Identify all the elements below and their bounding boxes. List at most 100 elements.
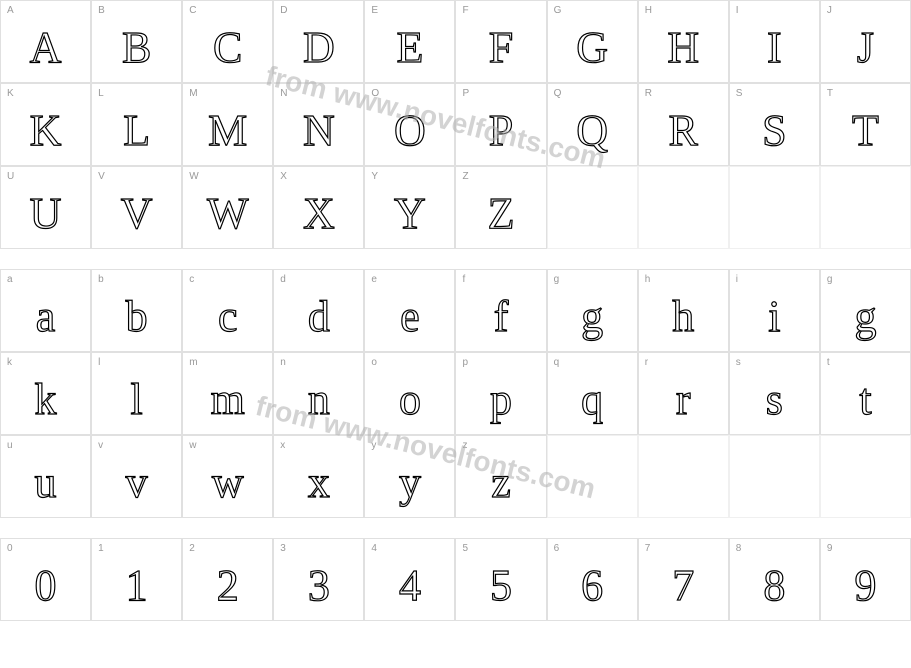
spacer-cell (273, 518, 364, 538)
glyph-cell: JJ (820, 0, 911, 83)
cell-glyph: h (672, 295, 694, 339)
cell-glyph: G (576, 26, 608, 70)
spacer-cell (364, 518, 455, 538)
cell-label: H (645, 5, 652, 16)
glyph-cell: pp (455, 352, 546, 435)
cell-label: e (371, 274, 377, 285)
glyph-cell: 44 (364, 538, 455, 621)
glyph-cell: mm (182, 352, 273, 435)
glyph-cell: QQ (547, 83, 638, 166)
cell-label: 4 (371, 543, 377, 554)
glyph-cell: aa (0, 269, 91, 352)
glyph-cell: LL (91, 83, 182, 166)
cell-glyph: W (207, 192, 249, 236)
glyph-cell: EE (364, 0, 455, 83)
cell-label: A (7, 5, 14, 16)
empty-cell (729, 435, 820, 518)
cell-label: K (7, 88, 14, 99)
cell-label: 7 (645, 543, 651, 554)
cell-glyph: 3 (308, 564, 330, 608)
glyph-cell: KK (0, 83, 91, 166)
spacer-cell (455, 518, 546, 538)
cell-label: a (7, 274, 13, 285)
cell-label: D (280, 5, 287, 16)
spacer-cell (820, 249, 911, 269)
cell-label: Z (462, 171, 468, 182)
cell-label: 3 (280, 543, 286, 554)
cell-glyph: c (218, 295, 238, 339)
cell-glyph: 6 (581, 564, 603, 608)
glyph-cell: NN (273, 83, 364, 166)
cell-glyph: J (857, 26, 874, 70)
cell-label: d (280, 274, 286, 285)
spacer-cell (455, 249, 546, 269)
cell-label: 6 (554, 543, 560, 554)
cell-label: Y (371, 171, 378, 182)
glyph-cell: FF (455, 0, 546, 83)
glyph-cell: ll (91, 352, 182, 435)
cell-label: c (189, 274, 194, 285)
cell-glyph: A (30, 26, 62, 70)
glyph-cell: vv (91, 435, 182, 518)
cell-label: T (827, 88, 833, 99)
glyph-cell: CC (182, 0, 273, 83)
cell-glyph: I (767, 26, 782, 70)
glyph-cell: TT (820, 83, 911, 166)
character-map-grid: AABBCCDDEEFFGGHHIIJJKKLLMMNNOOPPQQRRSSTT… (0, 0, 911, 621)
glyph-cell: VV (91, 166, 182, 249)
glyph-cell: ii (729, 269, 820, 352)
cell-label: R (645, 88, 652, 99)
empty-cell (638, 166, 729, 249)
cell-label: I (736, 5, 739, 16)
spacer-cell (547, 518, 638, 538)
cell-glyph: T (852, 109, 879, 153)
glyph-cell: MM (182, 83, 273, 166)
cell-label: i (736, 274, 738, 285)
glyph-cell: dd (273, 269, 364, 352)
glyph-cell: kk (0, 352, 91, 435)
glyph-cell: DD (273, 0, 364, 83)
cell-glyph: g (854, 295, 876, 339)
glyph-cell: ww (182, 435, 273, 518)
cell-glyph: u (35, 461, 57, 505)
cell-label: b (98, 274, 104, 285)
spacer-cell (547, 249, 638, 269)
glyph-cell: rr (638, 352, 729, 435)
spacer-cell (0, 249, 91, 269)
glyph-cell: zz (455, 435, 546, 518)
cell-glyph: k (35, 378, 57, 422)
cell-glyph: t (859, 378, 871, 422)
glyph-cell: ee (364, 269, 455, 352)
cell-label: S (736, 88, 743, 99)
empty-cell (547, 435, 638, 518)
cell-label: x (280, 440, 285, 451)
cell-label: C (189, 5, 196, 16)
cell-glyph: y (399, 461, 421, 505)
cell-glyph: 0 (35, 564, 57, 608)
glyph-cell: GG (547, 0, 638, 83)
cell-label: l (98, 357, 100, 368)
cell-glyph: 7 (672, 564, 694, 608)
spacer-cell (0, 518, 91, 538)
cell-glyph: E (396, 26, 423, 70)
cell-label: w (189, 440, 196, 451)
cell-label: E (371, 5, 378, 16)
cell-glyph: d (308, 295, 330, 339)
cell-label: B (98, 5, 105, 16)
spacer-cell (729, 518, 820, 538)
glyph-cell: yy (364, 435, 455, 518)
cell-glyph: H (667, 26, 699, 70)
cell-glyph: a (36, 295, 56, 339)
cell-glyph: e (400, 295, 420, 339)
cell-label: t (827, 357, 830, 368)
cell-glyph: Y (394, 192, 426, 236)
cell-glyph: U (30, 192, 62, 236)
glyph-cell: hh (638, 269, 729, 352)
glyph-cell: gg (547, 269, 638, 352)
cell-label: 1 (98, 543, 104, 554)
cell-glyph: S (762, 109, 786, 153)
cell-glyph: 2 (217, 564, 239, 608)
cell-label: f (462, 274, 465, 285)
cell-glyph: g (581, 295, 603, 339)
spacer-cell (182, 249, 273, 269)
